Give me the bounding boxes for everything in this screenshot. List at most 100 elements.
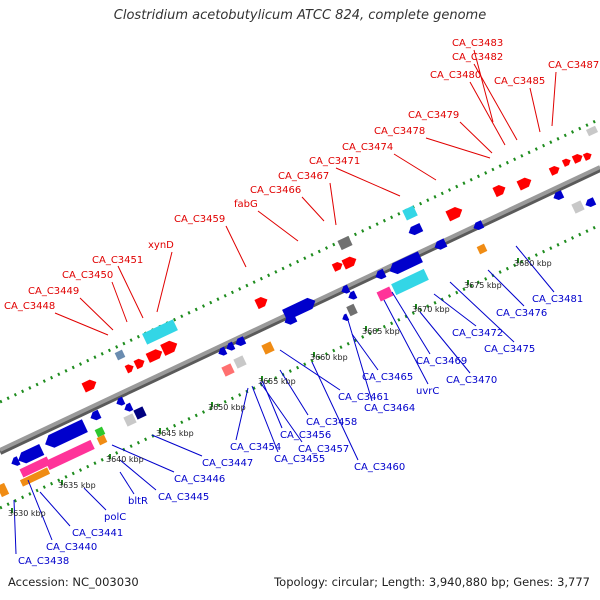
reverse-leader-line xyxy=(111,444,175,473)
forward-gene-label: CA_C3487 xyxy=(548,60,599,71)
reverse-gene-label: CA_C3447 xyxy=(202,458,253,469)
reverse-gene-label: CA_C3441 xyxy=(72,528,123,539)
reverse-leader-line xyxy=(39,491,71,527)
reverse-gene-label: uvrC xyxy=(416,386,439,397)
gene-feature xyxy=(19,456,51,478)
kbp-tick-label: 3635 kbp xyxy=(58,481,96,490)
reverse-gene-label: CA_C3446 xyxy=(174,474,225,485)
reverse-leader-line xyxy=(433,293,477,327)
gene-feature xyxy=(548,165,560,176)
gene-feature xyxy=(571,153,583,164)
forward-leader-line xyxy=(257,210,299,242)
gene-feature xyxy=(346,303,358,317)
gene-feature xyxy=(341,256,357,270)
forward-leader-line xyxy=(329,182,337,226)
reverse-gene-label: CA_C3461 xyxy=(338,392,389,403)
reverse-gene-label: CA_C3464 xyxy=(364,403,415,414)
forward-leader-line xyxy=(551,71,557,127)
reverse-leader-line xyxy=(391,291,431,355)
gene-feature xyxy=(18,444,45,464)
reverse-leader-line xyxy=(449,281,515,343)
reverse-gene-label: CA_C3469 xyxy=(416,356,467,367)
gene-labels: CA_C3448 CA_C3449 CA_C3450 CA_C3451 xynD CA_C… xyxy=(4,38,599,567)
kbp-tick-label: 3670 kbp xyxy=(412,305,450,314)
gene-feature xyxy=(0,482,10,498)
forward-gene-label: CA_C3459 xyxy=(174,214,225,225)
reverse-gene-label: CA_C3457 xyxy=(298,444,349,455)
forward-gene-label: CA_C3449 xyxy=(28,286,79,297)
forward-leader-line xyxy=(335,167,401,197)
kbp-tick-label: 3630 kbp xyxy=(8,509,46,518)
gene-feature xyxy=(342,313,350,321)
gene-feature xyxy=(19,467,51,487)
gene-feature xyxy=(331,261,343,272)
reverse-leader-line xyxy=(251,385,279,453)
forward-gene-label: CA_C3448 xyxy=(4,301,55,312)
forward-gene-label: CA_C3483 xyxy=(452,38,503,49)
gene-feature xyxy=(254,297,268,310)
reverse-leader-line xyxy=(515,245,555,293)
gene-feature xyxy=(476,243,488,255)
kbp-tick-label: 3650 kbp xyxy=(208,403,246,412)
forward-gene-label: CA_C3479 xyxy=(408,110,459,121)
gene-feature xyxy=(96,434,108,446)
forward-gene-label: CA_C3480 xyxy=(430,70,481,81)
gene-feature xyxy=(142,319,178,345)
gene-feature xyxy=(114,349,126,361)
gene-feature xyxy=(434,238,448,250)
forward-gene-label: CA_C3451 xyxy=(92,255,143,266)
gene-feature xyxy=(81,379,97,393)
forward-leader-line xyxy=(225,225,247,268)
forward-gene-label: fabG xyxy=(234,199,258,210)
reverse-gene-label: CA_C3438 xyxy=(18,556,69,567)
kbp-ticks: 3630 kbp 3635 kbp 3640 kbp 3645 kbp 3650 kbp… xyxy=(8,258,552,518)
reverse-leader-line xyxy=(119,471,135,495)
reverse-tick-track xyxy=(0,223,600,510)
gene-feature xyxy=(45,439,95,471)
accession-text: Accession: NC_003030 xyxy=(8,575,139,589)
reverse-gene-label: bltR xyxy=(128,496,148,507)
reverse-leader-line xyxy=(259,381,303,443)
gene-feature xyxy=(561,158,571,167)
forward-leader-line xyxy=(469,81,506,146)
map-title: Clostridium acetobutylicum ATCC 824, com… xyxy=(113,8,487,23)
gene-feature xyxy=(90,409,102,421)
gene-feature xyxy=(226,341,236,351)
reverse-leader-line xyxy=(279,349,341,391)
gene-feature xyxy=(376,286,394,302)
forward-leader-line xyxy=(301,196,325,222)
gene-feature xyxy=(389,251,423,275)
reverse-gene-label: CA_C3445 xyxy=(158,492,209,503)
forward-gene-label: CA_C3482 xyxy=(452,52,503,63)
gene-feature xyxy=(233,355,247,369)
gene-feature xyxy=(160,340,178,356)
gene-feature xyxy=(348,290,358,300)
forward-gene-label: CA_C3474 xyxy=(342,142,393,153)
forward-leader-line xyxy=(425,137,491,159)
gene-feature xyxy=(391,268,429,296)
gene-feature xyxy=(45,419,88,448)
gene-feature xyxy=(124,402,134,412)
reverse-leader-line xyxy=(311,361,359,461)
reverse-gene-label: CA_C3470 xyxy=(446,375,497,386)
kbp-tick-label: 3660 kbp xyxy=(310,353,348,362)
genome-summary-text: Topology: circular; Length: 3,940,880 bp… xyxy=(274,575,590,589)
gene-feature xyxy=(94,426,106,438)
forward-leader-line xyxy=(54,312,109,336)
reverse-leader-line xyxy=(235,387,249,441)
reverse-gene-label: CA_C3454 xyxy=(230,442,281,453)
gene-features xyxy=(0,125,599,498)
gene-feature xyxy=(445,206,463,222)
gene-feature xyxy=(145,349,163,363)
kbp-tick-label: 3645 kbp xyxy=(156,429,194,438)
forward-leader-line xyxy=(117,265,144,319)
forward-leader-line xyxy=(393,153,437,181)
gene-feature xyxy=(585,197,597,208)
reverse-leader-line xyxy=(279,369,309,416)
reverse-leader-line xyxy=(151,434,203,457)
reverse-leader-line xyxy=(351,333,379,371)
forward-leader-line xyxy=(529,87,541,133)
reverse-leader-line xyxy=(419,311,471,374)
reverse-leader-line xyxy=(347,319,373,402)
